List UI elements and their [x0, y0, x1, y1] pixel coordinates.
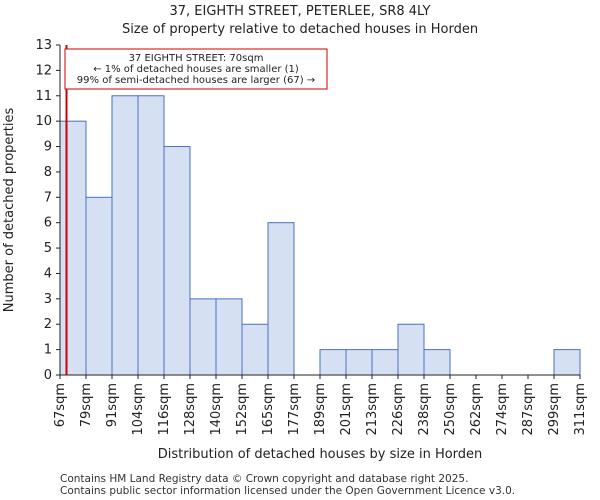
y-tick-label: 5: [44, 241, 52, 256]
y-tick-label: 12: [35, 63, 52, 78]
histogram-bar: [397, 323, 425, 376]
x-tick-label: 262sqm: [469, 383, 484, 436]
y-tick-label: 7: [44, 190, 52, 205]
x-tick-label: 152sqm: [235, 383, 250, 436]
histogram-bar: [163, 146, 191, 376]
histogram-bar: [111, 95, 139, 376]
x-tick-label: 140sqm: [209, 383, 224, 436]
histogram-bar: [345, 349, 373, 376]
x-tick-label: 311sqm: [573, 383, 588, 436]
histogram-bar: [371, 349, 399, 376]
histogram-bar: [423, 349, 451, 376]
y-tick-label: 11: [35, 89, 52, 104]
x-tick-label: 226sqm: [391, 383, 406, 436]
footer-line-2: Contains public sector information licen…: [60, 485, 516, 497]
x-tick-label: 128sqm: [183, 383, 198, 436]
x-tick-label: 189sqm: [313, 383, 328, 436]
histogram-bar: [215, 298, 243, 376]
y-axis-label: Number of detached properties: [2, 108, 17, 313]
x-tick-label: 79sqm: [79, 383, 94, 427]
chart-subtitle: Size of property relative to detached ho…: [121, 22, 479, 37]
x-tick-label: 287sqm: [521, 383, 536, 436]
x-tick-label: 250sqm: [443, 383, 458, 436]
y-tick-label: 10: [35, 114, 52, 129]
x-tick-label: 201sqm: [339, 383, 354, 436]
annotation-box: [64, 48, 328, 90]
histogram-bar: [189, 298, 217, 376]
histogram-bar: [319, 349, 347, 376]
y-tick-label: 0: [44, 368, 52, 383]
y-tick-label: 9: [44, 140, 52, 155]
x-tick-label: 299sqm: [547, 383, 562, 436]
y-tick-label: 13: [35, 38, 52, 53]
annotation-line: ← 1% of detached houses are smaller (1): [93, 64, 299, 75]
x-tick-label: 67sqm: [53, 383, 68, 427]
x-tick-label: 165sqm: [261, 383, 276, 436]
x-tick-label: 104sqm: [131, 383, 146, 436]
histogram-bar: [85, 196, 113, 376]
histogram-bar: [267, 222, 295, 376]
histogram-bar: [59, 120, 87, 376]
x-tick-label: 213sqm: [365, 383, 380, 436]
x-tick-label: 177sqm: [287, 383, 302, 436]
x-tick-label: 91sqm: [105, 383, 120, 427]
annotation-line: 37 EIGHTH STREET: 70sqm: [129, 53, 264, 64]
chart-title: 37, EIGHTH STREET, PETERLEE, SR8 4LY: [169, 4, 431, 19]
x-tick-label: 274sqm: [495, 383, 510, 436]
y-tick-label: 2: [44, 317, 52, 332]
footer-line-1: Contains HM Land Registry data © Crown c…: [60, 473, 469, 485]
x-tick-label: 238sqm: [417, 383, 432, 436]
y-tick-label: 8: [44, 165, 52, 180]
y-tick-label: 6: [44, 216, 52, 231]
histogram-bar: [553, 349, 581, 376]
histogram-bar: [241, 323, 269, 376]
histogram-bar: [137, 95, 165, 376]
y-tick-label: 3: [44, 292, 52, 307]
y-tick-label: 4: [44, 266, 52, 281]
y-tick-label: 1: [44, 343, 52, 358]
x-tick-label: 116sqm: [157, 383, 172, 436]
annotation-line: 99% of semi-detached houses are larger (…: [77, 75, 315, 86]
x-axis-label: Distribution of detached houses by size …: [158, 447, 483, 462]
